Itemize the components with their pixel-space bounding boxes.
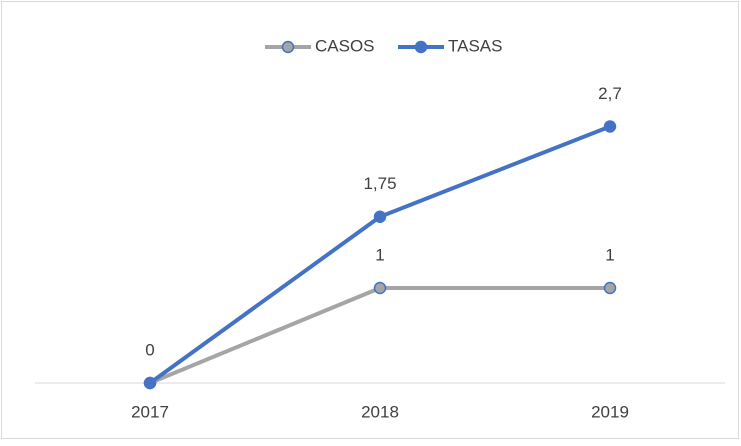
- legend-marker: [414, 40, 428, 54]
- x-tick-label: 2017: [131, 402, 169, 421]
- point: [603, 281, 617, 295]
- point: [603, 120, 617, 133]
- legend-label: CASOS: [315, 36, 375, 55]
- x-tick-label: 2018: [361, 402, 399, 421]
- data-label: 1: [375, 245, 384, 264]
- data-label: 2,7: [598, 84, 622, 103]
- point: [373, 281, 387, 295]
- data-label: 1: [605, 245, 614, 264]
- legend-label: TASAS: [448, 36, 502, 55]
- point: [373, 210, 387, 223]
- legend-marker: [281, 40, 295, 54]
- chart-border: [1, 1, 739, 439]
- data-label: 0: [145, 340, 154, 359]
- x-tick-label: 2019: [591, 402, 629, 421]
- point: [143, 376, 157, 390]
- data-label: 1,75: [363, 174, 396, 193]
